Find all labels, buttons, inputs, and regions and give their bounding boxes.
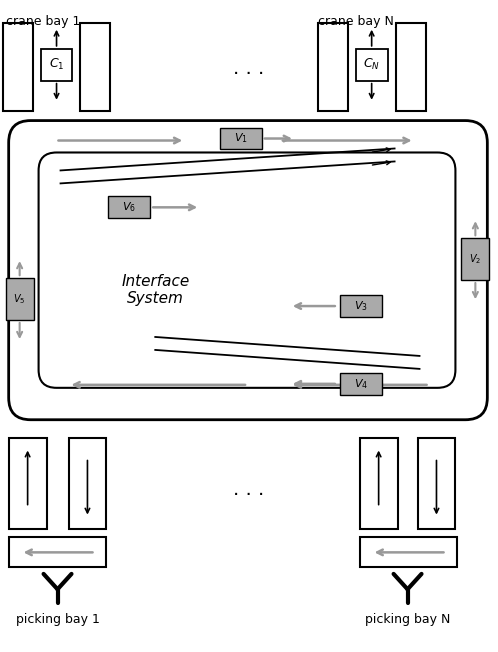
Text: $V_5$: $V_5$: [13, 292, 26, 306]
Bar: [5, 278, 33, 320]
Text: $V_1$: $V_1$: [234, 132, 248, 145]
Text: $C_1$: $C_1$: [49, 57, 64, 72]
Text: $V_2$: $V_2$: [469, 252, 482, 266]
Text: Interface
System: Interface System: [121, 274, 189, 306]
Bar: [462, 238, 490, 280]
Text: picking bay N: picking bay N: [365, 613, 450, 626]
Text: $V_3$: $V_3$: [354, 299, 368, 313]
Bar: [220, 128, 262, 149]
Bar: [318, 23, 348, 111]
Text: $C_N$: $C_N$: [363, 57, 380, 72]
Bar: [69, 437, 107, 529]
Bar: [395, 23, 425, 111]
FancyBboxPatch shape: [38, 153, 456, 388]
Text: . . .: . . .: [234, 480, 264, 499]
Bar: [417, 437, 456, 529]
Bar: [360, 537, 458, 567]
Text: crane bay 1: crane bay 1: [5, 15, 80, 28]
Bar: [8, 537, 107, 567]
Text: $V_4$: $V_4$: [354, 377, 368, 391]
Bar: [8, 437, 47, 529]
FancyBboxPatch shape: [8, 121, 488, 420]
Bar: [356, 49, 387, 81]
Text: crane bay N: crane bay N: [318, 15, 394, 28]
Text: picking bay 1: picking bay 1: [15, 613, 100, 626]
Bar: [340, 373, 381, 395]
Bar: [40, 49, 73, 81]
Bar: [81, 23, 111, 111]
Bar: [340, 295, 381, 317]
Bar: [2, 23, 32, 111]
Bar: [360, 437, 397, 529]
Text: $V_6$: $V_6$: [123, 200, 136, 215]
Text: . . .: . . .: [234, 59, 264, 78]
Bar: [109, 196, 150, 218]
